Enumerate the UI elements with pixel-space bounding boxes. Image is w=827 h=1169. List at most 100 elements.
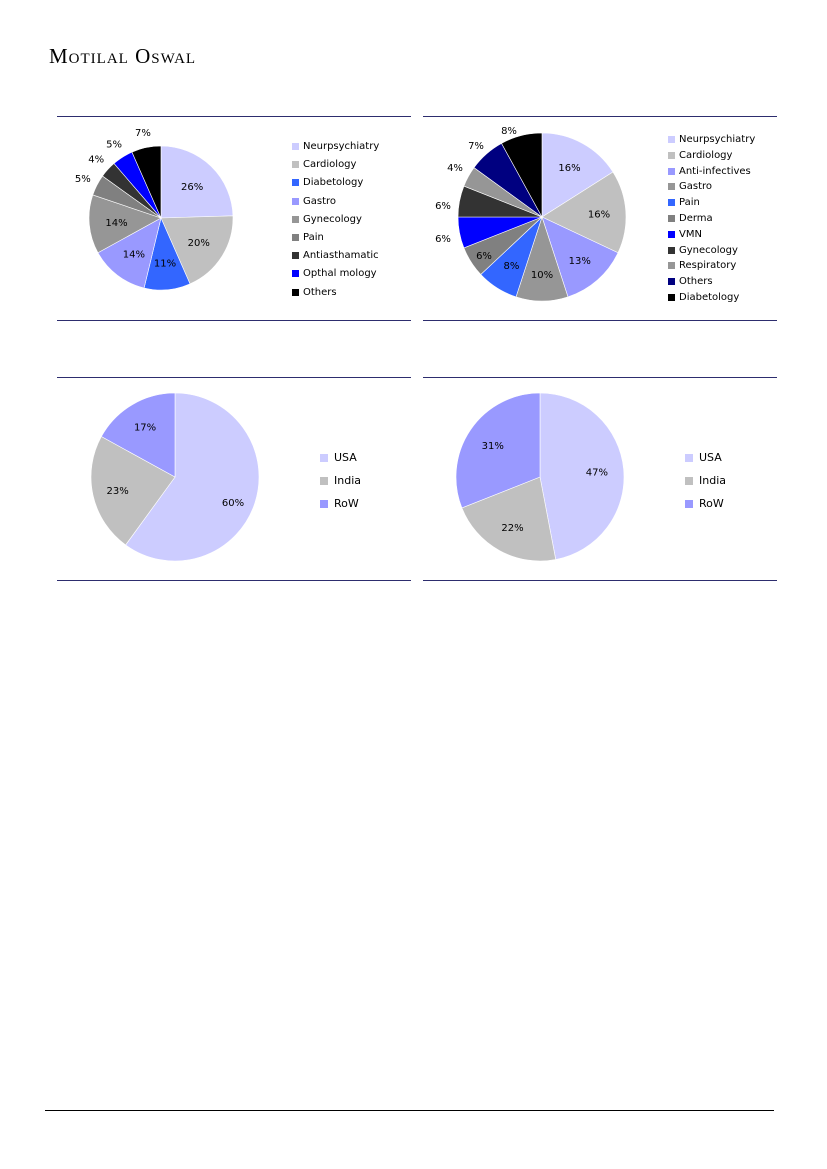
legend-swatch [292, 234, 299, 241]
data-label-cardiology: 20% [188, 238, 210, 249]
legend-swatch [668, 167, 675, 175]
legend-swatch [668, 151, 675, 159]
legend-swatch [685, 453, 693, 462]
legend-label: Opthal mology [303, 268, 377, 280]
legend-swatch [668, 199, 675, 207]
legend-item-antiasthamatic: Antiasthamatic [292, 250, 379, 261]
legend-swatch [292, 161, 299, 169]
legend-label: Antiasthamatic [303, 250, 379, 262]
legend-label: Neurpsychiatry [303, 141, 380, 152]
legend-label: Others [679, 276, 713, 288]
pie-slice-india [90, 436, 176, 546]
data-label-usa: 60% [222, 498, 244, 509]
data-label-antiasthamatic: 4% [88, 155, 104, 166]
legend-label: Diabetology [679, 292, 740, 303]
legend-item-gastro: Gastro [668, 181, 712, 192]
legend-item-vmn: VMN [668, 229, 702, 240]
legend-label: USA [334, 451, 357, 464]
data-label-diabetology: 11% [154, 258, 176, 269]
data-label-vmn: 6% [435, 234, 451, 245]
data-label-others: 7% [468, 141, 484, 152]
brand-logo-text: Motilal Oswal [49, 44, 197, 68]
data-label-gastro: 14% [123, 249, 145, 260]
legend-item-respiratory: Respiratory [668, 260, 736, 271]
legend-item-india: India [685, 474, 726, 487]
data-label-usa: 47% [586, 468, 608, 479]
legend-label: Gastro [303, 195, 337, 207]
legend-label: Respiratory [679, 260, 737, 272]
pie-slice-india [461, 476, 557, 562]
legend-swatch [685, 499, 693, 508]
legend-swatch [668, 230, 675, 238]
footer-rule [45, 1110, 774, 1111]
legend-swatch [668, 262, 675, 270]
legend-item-usa: USA [320, 451, 357, 464]
legend-swatch [668, 278, 675, 286]
pie-slice-usa [125, 392, 260, 562]
data-label-india: 22% [501, 523, 523, 534]
chart4-bottom-rule [423, 580, 777, 581]
legend-item-neurpsychiatry: Neurpsychiatry [668, 134, 755, 145]
legend-item-gastro: Gastro [292, 196, 336, 207]
pie-slice-cardiology [541, 171, 627, 254]
data-label-pain: 8% [503, 261, 519, 272]
legend-label: USA [699, 451, 722, 464]
legend-item-india: India [320, 474, 361, 487]
data-label-row: 31% [482, 441, 504, 452]
data-label-gynecology: 6% [435, 201, 451, 212]
legend-swatch [668, 136, 675, 143]
pie-svg-1: 26%20%11%14%14%5%4%5%7% [75, 128, 234, 291]
legend-item-usa: USA [685, 451, 722, 464]
data-label-gynecology: 14% [105, 218, 127, 229]
pie-slice-neurpsychiatry [160, 145, 234, 219]
legend-swatch [292, 143, 299, 150]
legend-item-others: Others [668, 276, 713, 287]
pie-slice-cardiology [160, 215, 234, 285]
legend-item-diabetology: Diabetology [668, 292, 739, 303]
legend-label: Anti-infectives [679, 165, 751, 177]
data-label-cardiology: 16% [588, 209, 610, 220]
legend-label: VMN [679, 228, 702, 240]
legend-item-opthalmology: Opthal mology [292, 268, 377, 279]
brand-logo: Motilal Oswal [49, 44, 196, 69]
pie-slice-row [455, 392, 541, 509]
legend-item-derma: Derma [668, 213, 713, 224]
legend-label: Gynecology [303, 213, 362, 225]
legend-swatch [685, 476, 693, 485]
legend-swatch [668, 246, 675, 254]
legend-item-cardiology: Cardiology [668, 150, 732, 161]
legend-swatch [292, 252, 299, 260]
chart3-top-rule [57, 377, 411, 378]
pie-slice-neurpsychiatry [541, 132, 614, 218]
legend-label: Cardiology [303, 159, 357, 171]
pie-slice-row [100, 392, 176, 478]
pie-slice-gastro [97, 217, 162, 289]
legend-label: Cardiology [679, 149, 733, 161]
pie-slice-usa [539, 392, 625, 560]
legend-label: Pain [679, 197, 700, 209]
data-label-others: 7% [135, 128, 151, 139]
legend-label: Pain [303, 232, 324, 243]
data-label-neurpsychiatry: 26% [181, 182, 203, 193]
legend-item-anti-infectives: Anti-infectives [668, 166, 751, 177]
legend-item-neurpsychiatry: Neurpsychiatry [292, 141, 379, 152]
chart4-top-rule [423, 377, 777, 378]
data-label-neurpsychiatry: 16% [558, 163, 580, 174]
pie-slice-anti-infectives [541, 216, 619, 298]
data-label-anti-infectives: 13% [569, 256, 591, 267]
legend-swatch [292, 179, 299, 187]
data-label-derma: 6% [476, 251, 492, 262]
pie-svg-3: 60% 23% 17% [90, 392, 260, 562]
legend-item-row: RoW [320, 497, 359, 510]
data-label-gastro: 10% [531, 270, 553, 281]
data-label-diabetology: 8% [501, 126, 517, 137]
legend-label: Gynecology [679, 244, 738, 256]
legend-label: RoW [334, 497, 359, 510]
legend-item-pain: Pain [292, 232, 324, 243]
legend-item-row: RoW [685, 497, 724, 510]
legend-swatch [668, 215, 675, 222]
legend-swatch [668, 294, 675, 301]
pie-slice-others [131, 145, 162, 219]
chart2-bottom-rule [423, 320, 777, 321]
legend-label: India [334, 474, 361, 487]
